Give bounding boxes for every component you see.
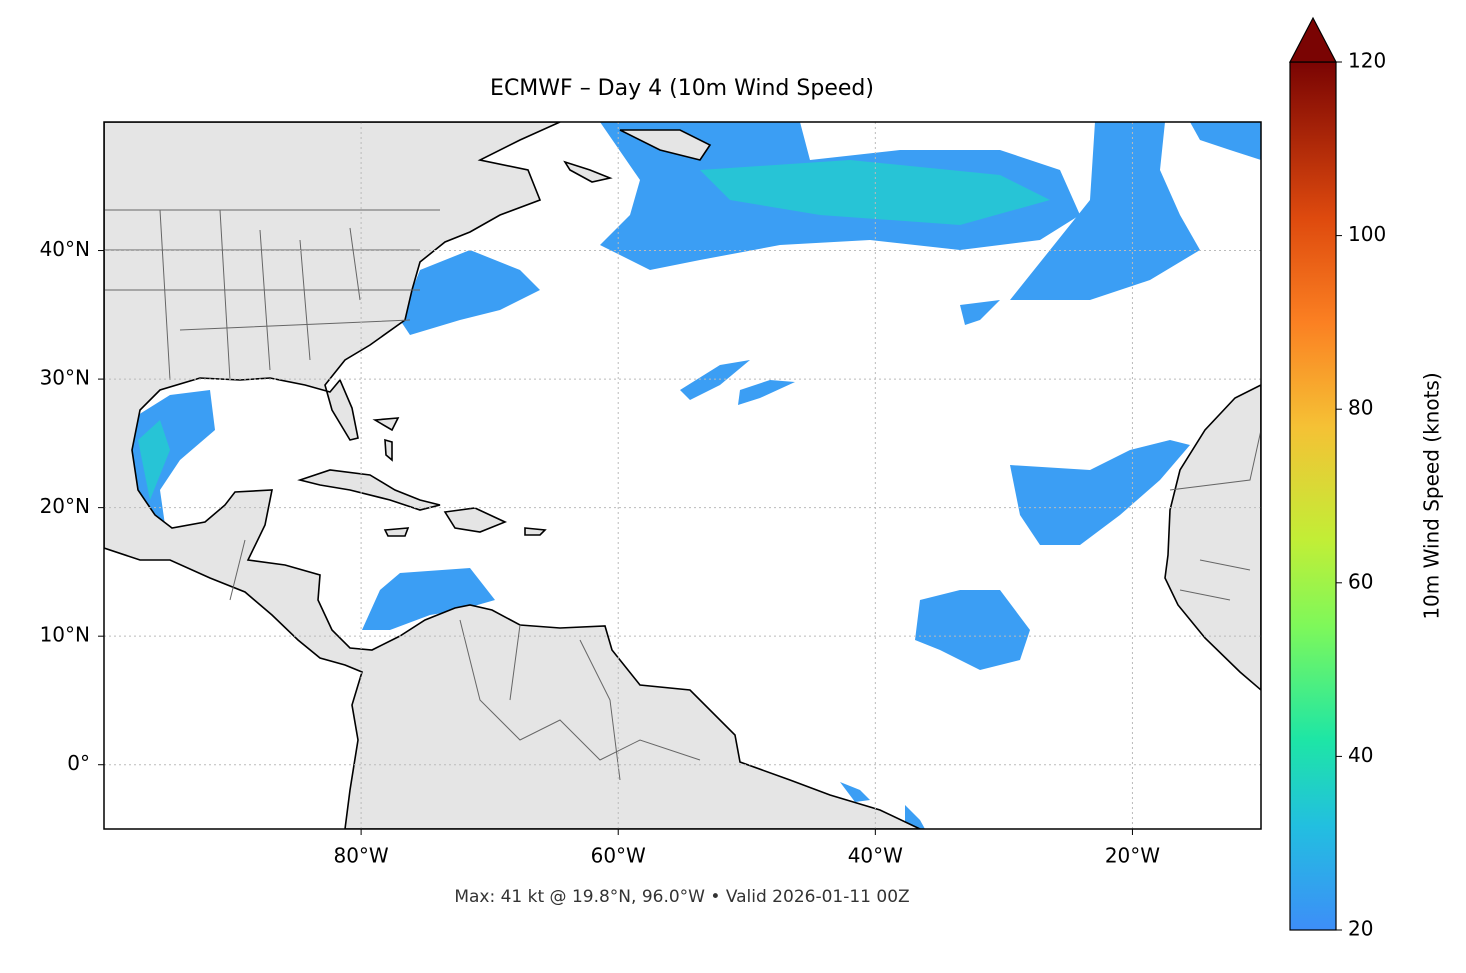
x-tick-label: 80°W [333, 844, 388, 868]
y-tick-label: 20°N [40, 494, 90, 518]
colorbar-tick-label: 100 [1348, 222, 1386, 246]
colorbar-tick-label: 20 [1348, 917, 1373, 941]
colorbar-tick-label: 80 [1348, 396, 1373, 420]
land [104, 122, 1261, 829]
map-frame [103, 121, 1262, 830]
colorbar-tick-label: 120 [1348, 49, 1386, 73]
colorbar-extend [1289, 16, 1337, 63]
colorbar-tick-label: 40 [1348, 743, 1373, 767]
colorbar-label: 10m Wind Speed (knots) [1420, 372, 1444, 619]
chart-title: ECMWF – Day 4 (10m Wind Speed) [490, 76, 874, 101]
footer-note: Max: 41 kt @ 19.8°N, 96.0°W • Valid 2026… [454, 887, 909, 907]
y-tick-label: 30°N [40, 366, 90, 390]
x-tick-label: 60°W [591, 844, 646, 868]
y-tick-label: 0° [67, 751, 90, 775]
y-tick-label: 40°N [40, 237, 90, 261]
colorbar [1289, 61, 1337, 931]
colorbar-tick-label: 60 [1348, 569, 1373, 593]
map-area [104, 122, 1261, 829]
y-tick-label: 10°N [40, 623, 90, 647]
x-tick-label: 40°W [848, 844, 903, 868]
x-tick-label: 20°W [1105, 844, 1160, 868]
